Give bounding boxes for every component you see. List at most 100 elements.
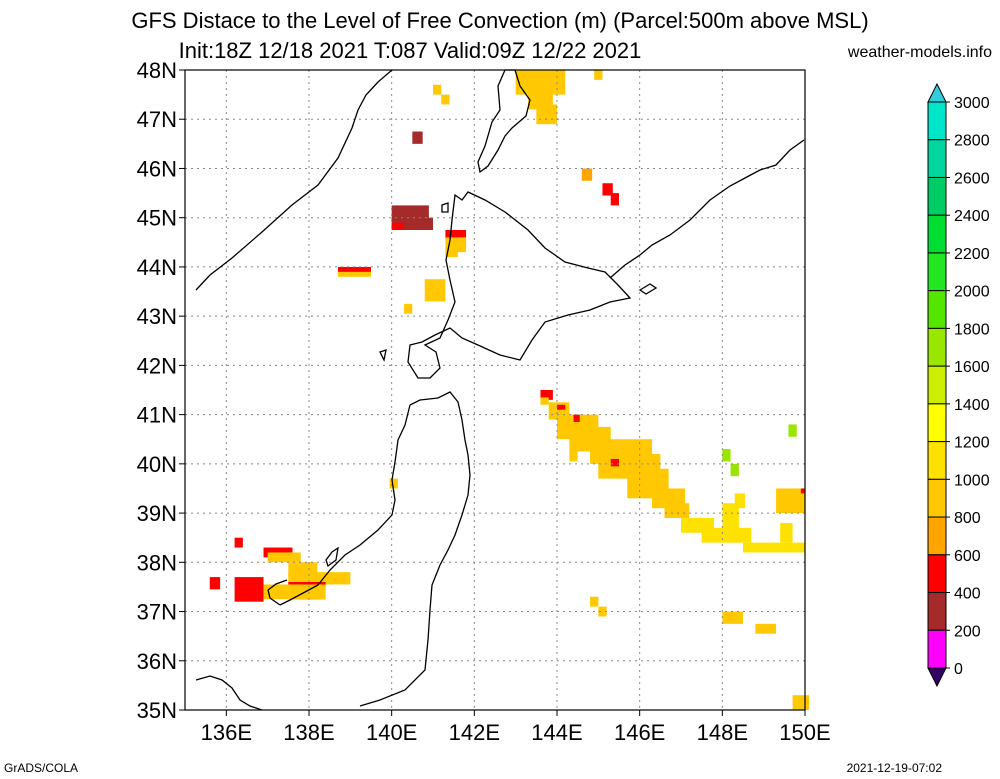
kuril-island-small (638, 283, 658, 295)
lfc-cell (234, 577, 264, 602)
lfc-cell (598, 606, 607, 617)
colorbar-label: 1400 (954, 397, 990, 414)
lfc-cell (722, 611, 743, 624)
lat-label: 38N (137, 550, 177, 575)
lfc-cell (792, 695, 810, 710)
lfc-cell (734, 493, 746, 509)
lfc-cell (445, 230, 467, 240)
rishiri-island (441, 202, 449, 213)
longitude-labels: 136E 138E 140E 142E 144E 146E 148E 150E (201, 720, 831, 745)
colorbar-label: 2400 (954, 208, 990, 225)
colorbar-label: 200 (954, 623, 981, 640)
lfc-cell (412, 131, 423, 144)
lfc-cell (337, 271, 371, 277)
sado-island (325, 546, 339, 568)
lat-label: 37N (137, 600, 177, 625)
lat-label: 48N (137, 58, 177, 83)
lfc-cell (730, 463, 739, 477)
lfc-cell (267, 552, 301, 563)
lfc-cell (557, 404, 566, 410)
lat-label: 35N (137, 698, 177, 723)
colorbar-swatch (927, 554, 947, 594)
lfc-cell (780, 522, 793, 543)
lfc-cell (209, 577, 221, 590)
graticule (179, 69, 806, 716)
lfc-cell (337, 266, 371, 275)
map-subtitle: Init:18Z 12/18 2021 T:087 Valid:09Z 12/2… (178, 38, 642, 63)
colorbar-swatch (927, 290, 947, 329)
colorbar-swatch (927, 629, 947, 669)
latitude-labels: 48N 47N 46N 45N 44N 43N 42N 41N 40N 39N 38N 37N 36N 3… (137, 58, 177, 723)
coastline (195, 69, 805, 711)
lat-label: 42N (137, 353, 177, 378)
lfc-cell (594, 70, 603, 80)
lat-label: 41N (137, 403, 177, 428)
lfc-cell (573, 414, 580, 422)
colorbar-label: 3000 (954, 95, 990, 112)
colorbar: 3000280026002400220020001800160014001200… (927, 82, 990, 688)
colorbar-label: 2200 (954, 246, 990, 263)
lfc-cell (424, 279, 446, 302)
lat-label: 39N (137, 501, 177, 526)
lfc-cell (569, 451, 578, 462)
lon-label: 150E (779, 720, 830, 745)
colorbar-label: 2600 (954, 170, 990, 187)
colorbar-swatch (927, 441, 947, 480)
lfc-cell (391, 205, 429, 221)
lfc-cell (404, 303, 413, 314)
sakhalin-island (477, 69, 531, 174)
lfc-cell (234, 537, 243, 548)
hokkaido-island (407, 191, 632, 379)
lat-label: 44N (137, 255, 177, 280)
colorbar-label: 2800 (954, 133, 990, 150)
lfc-cell (540, 390, 553, 400)
lfc-cell (581, 168, 593, 181)
lfc-cell (433, 84, 442, 95)
southwest-coast (195, 675, 263, 711)
lon-label: 148E (697, 720, 748, 745)
colorbar-swatch (927, 101, 947, 141)
lfc-cell (288, 572, 351, 585)
footer-right: 2021-12-19-07:02 (846, 761, 942, 775)
lfc-cell (536, 104, 557, 125)
colorbar-swatch (927, 365, 947, 405)
map-title: GFS Distace to the Level of Free Convect… (131, 8, 869, 33)
lon-label: 144E (531, 720, 582, 745)
lfc-cell (722, 503, 739, 543)
lfc-cell (788, 424, 797, 437)
lfc-cell (441, 94, 450, 105)
map-frame (184, 69, 806, 711)
colorbar-bottom-arrow (927, 667, 947, 688)
lfc-cell (590, 596, 599, 607)
lfc-cell (743, 542, 805, 553)
okushiri-island (379, 349, 387, 362)
lfc-cell (391, 222, 405, 230)
colorbar-label: 600 (954, 548, 981, 565)
colorbar-label: 0 (954, 661, 963, 678)
lfc-cell (610, 193, 619, 206)
lfc-cell (776, 488, 805, 514)
colorbar-swatch (927, 592, 947, 631)
colorbar-swatch (927, 176, 947, 216)
noto-peninsula (267, 579, 288, 606)
lfc-cell (602, 183, 613, 196)
lat-label: 47N (137, 107, 177, 132)
lat-label: 46N (137, 156, 177, 181)
colorbar-label: 1800 (954, 321, 990, 338)
lon-label: 142E (449, 720, 500, 745)
lat-label: 43N (137, 304, 177, 329)
colorbar-label: 1000 (954, 472, 990, 489)
lfc-cell (610, 458, 619, 467)
lfc-cell (389, 478, 398, 489)
colorbar-label: 1200 (954, 435, 990, 452)
lon-label: 140E (366, 720, 417, 745)
lfc-cell (800, 488, 805, 494)
footer-left: GrADS/COLA (4, 761, 79, 775)
lfc-cell (540, 397, 549, 405)
lat-label: 36N (137, 649, 177, 674)
lon-label: 136E (201, 720, 252, 745)
honshu-island (279, 391, 471, 707)
colorbar-swatch (927, 516, 947, 556)
lat-label: 40N (137, 452, 177, 477)
